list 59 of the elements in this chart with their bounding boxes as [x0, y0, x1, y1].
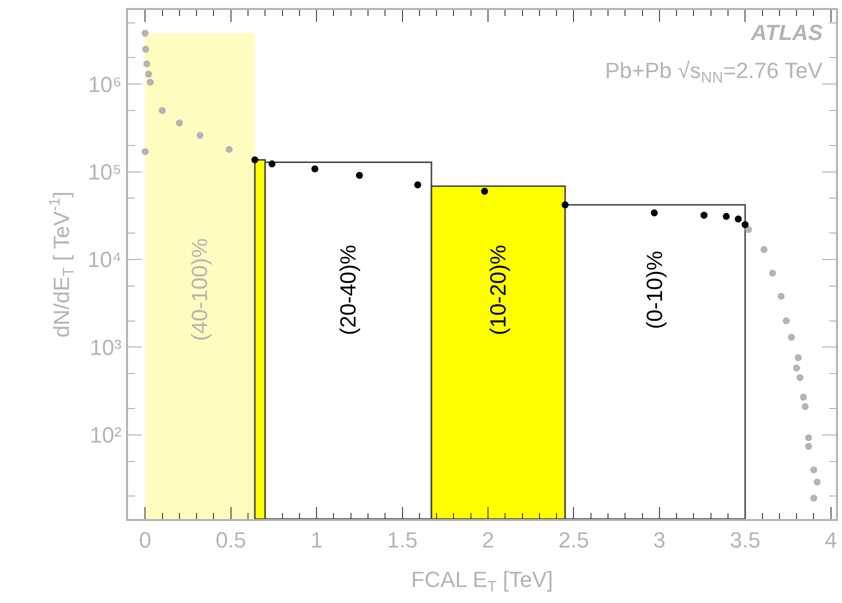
point	[414, 181, 422, 188]
point	[778, 292, 785, 300]
x-tick-label: 4	[824, 527, 837, 552]
x-tick-label: 2	[482, 527, 494, 552]
y-tick-label: 10⁵	[88, 160, 122, 185]
y-tick-label: 10⁴	[88, 247, 122, 272]
point	[176, 120, 183, 127]
x-tick-label: 1	[310, 527, 323, 552]
point	[805, 434, 812, 442]
point	[805, 442, 812, 450]
annotation: ATLAS	[750, 20, 824, 45]
point	[142, 46, 150, 53]
point	[800, 394, 807, 401]
point	[268, 160, 276, 168]
x-axis-title: FCAL E$_{T}$ [TeV]	[411, 566, 553, 596]
point	[481, 188, 488, 195]
point	[794, 354, 802, 362]
point	[143, 60, 150, 68]
point	[158, 107, 166, 114]
point	[742, 221, 749, 228]
point	[722, 212, 730, 220]
point	[146, 78, 154, 86]
point	[356, 172, 363, 179]
point	[142, 148, 149, 156]
x-tick-label: 3.5	[730, 527, 760, 552]
annotation: Pb+Pb √s$_{NN}$=2.76 TeV	[605, 58, 823, 87]
point	[311, 165, 318, 172]
band-label: (10-20)%	[485, 244, 510, 336]
point	[782, 317, 790, 324]
x-tick-label: 1.5	[386, 527, 418, 552]
point	[810, 494, 818, 502]
point	[145, 70, 152, 78]
x-tick-label: 3	[653, 527, 666, 552]
point	[142, 30, 149, 37]
band-label: (0-10)%	[642, 250, 668, 330]
x-tick-label: 0.5	[216, 527, 246, 552]
x-tick-label: 2.5	[558, 527, 590, 552]
band-label: (20-40)%	[335, 244, 360, 336]
point	[734, 215, 742, 222]
y-tick-label: 10³	[90, 334, 122, 360]
point	[802, 403, 809, 410]
point	[788, 334, 795, 341]
point	[226, 146, 233, 153]
point	[814, 478, 821, 486]
point	[760, 246, 768, 254]
point	[769, 270, 776, 277]
point	[650, 209, 658, 216]
x-tick-label: 0	[139, 527, 152, 552]
point	[196, 132, 204, 139]
point	[700, 212, 708, 219]
point	[796, 374, 804, 382]
point	[745, 226, 752, 233]
point	[793, 364, 800, 372]
point	[562, 201, 569, 208]
point	[251, 156, 258, 164]
y-tick-label: 10²	[90, 422, 122, 448]
band-label: (40-100)%	[187, 238, 212, 341]
y-tick-label: 10⁶	[88, 72, 122, 97]
point	[810, 466, 818, 474]
